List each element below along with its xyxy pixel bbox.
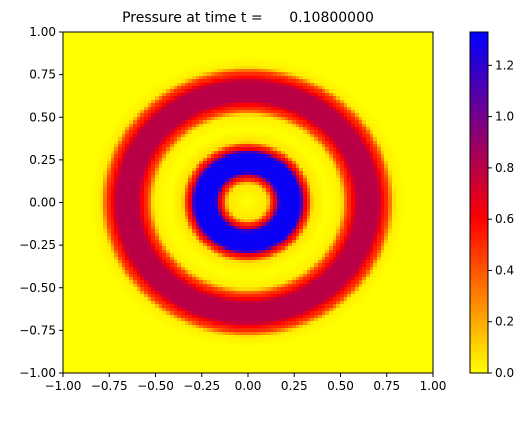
y-tick-label: 0.25 (29, 153, 56, 167)
plot-area (62, 31, 434, 374)
colorbar-tick-label: 0.8 (495, 161, 514, 175)
colorbar-tick-label: 0.6 (495, 212, 514, 226)
x-tick-label: 0.00 (235, 379, 262, 393)
colorbar-gradient (470, 32, 488, 373)
colorbar-tick-label: 0.4 (495, 263, 514, 277)
y-tick-label: 1.00 (29, 25, 56, 39)
y-tick-label: 0.75 (29, 68, 56, 82)
colorbar-tick-label: 0.2 (495, 315, 514, 329)
x-tick-label: 1.00 (420, 379, 447, 393)
colorbar-tick-label: 1.2 (495, 58, 514, 72)
x-tick-label: −0.50 (137, 379, 174, 393)
y-tick-label: −0.75 (19, 323, 56, 337)
colorbar-ticks: 0.0 0.2 0.4 0.6 0.8 1.0 1.2 (488, 58, 514, 380)
y-tick-label: 0.50 (29, 110, 56, 124)
colorbar-frame (469, 31, 489, 374)
colorbar-tick-label: 0.0 (495, 366, 514, 380)
x-tick-label: −0.75 (91, 379, 128, 393)
x-tick-label: 0.50 (327, 379, 354, 393)
x-tick-label: 0.75 (373, 379, 400, 393)
y-tick-label: −0.25 (19, 238, 56, 252)
y-axis: −1.00 −0.75 −0.50 −0.25 0.00 0.25 0.50 0.75 1.00 (19, 25, 63, 380)
heatmap-image-container (63, 32, 433, 373)
x-tick-label: −1.00 (45, 379, 82, 393)
chart-title: Pressure at time t = 0.10800000 (122, 10, 374, 26)
x-tick-label: −0.25 (183, 379, 220, 393)
x-axis: −1.00 −0.75 −0.50 −0.25 0.00 0.25 0.50 0.75 1.00 (45, 373, 447, 393)
heatmap-canvas (63, 32, 433, 373)
y-tick-label: 0.00 (29, 196, 56, 210)
colorbar: 0.0 0.2 0.4 0.6 0.8 1.0 1.2 (469, 31, 514, 380)
colorbar-tick-label: 1.0 (495, 110, 514, 124)
x-tick-label: 0.25 (281, 379, 308, 393)
y-tick-label: −0.50 (19, 281, 56, 295)
y-tick-label: −1.00 (19, 366, 56, 380)
